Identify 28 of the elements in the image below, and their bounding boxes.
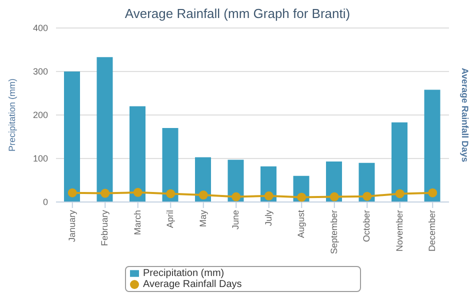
x-tick-label: August: [296, 210, 306, 238]
x-tick-label: July: [263, 210, 274, 226]
x-tick-label: January: [66, 210, 77, 242]
x-tick-label: February: [100, 210, 110, 246]
y-tick-label: 300: [32, 66, 48, 77]
bar: [64, 72, 80, 202]
y-tick-label: 400: [32, 23, 48, 34]
bar: [162, 128, 178, 202]
legend-label: Precipitation (mm): [143, 268, 224, 279]
y-tick-label: 0: [42, 197, 48, 208]
x-tick-label: December: [427, 210, 438, 252]
bar: [424, 90, 440, 202]
legend-label: Average Rainfall Days: [143, 279, 242, 290]
x-tick-label: September: [328, 210, 339, 254]
x-tick-label: June: [230, 210, 241, 230]
y-tick-label: 100: [32, 154, 48, 164]
x-tick-label: October: [362, 210, 372, 242]
x-tick-label: May: [198, 210, 208, 228]
bar: [392, 122, 408, 202]
x-tick-label: March: [132, 210, 142, 236]
x-tick-label: November: [394, 210, 404, 252]
y-axis-title: Precipitation (mm): [7, 78, 18, 152]
y-tick-label: 200: [32, 110, 48, 120]
bar: [130, 106, 146, 202]
chart-title: Average Rainfall (mm Graph for Branti): [124, 6, 352, 23]
bar: [96, 57, 113, 202]
x-tick-label: April: [165, 210, 176, 228]
y2-axis-title: Average Rainfall Days: [460, 68, 470, 162]
